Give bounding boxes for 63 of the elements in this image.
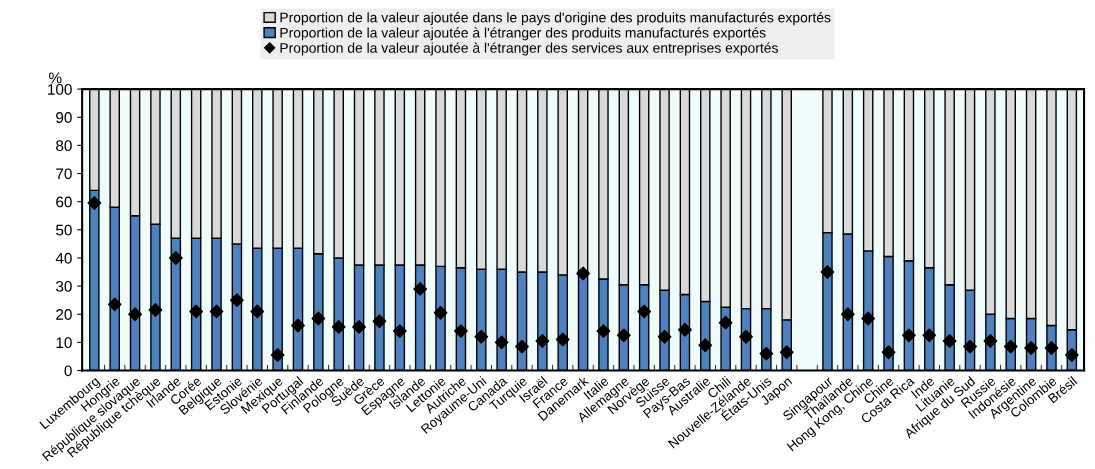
point bbox=[942, 334, 957, 348]
legend-label: Proportion de la valeur ajoutée à l'étranger des services aux entreprises exportés bbox=[280, 42, 778, 56]
point bbox=[637, 304, 652, 319]
point bbox=[698, 338, 713, 353]
point bbox=[311, 311, 326, 326]
point bbox=[474, 329, 489, 344]
point bbox=[922, 328, 937, 343]
y-tick-label: 70 bbox=[56, 168, 72, 180]
point bbox=[881, 345, 896, 360]
point bbox=[1003, 339, 1018, 354]
point bbox=[820, 265, 835, 279]
point bbox=[291, 318, 305, 333]
point bbox=[413, 281, 428, 296]
point bbox=[392, 324, 407, 339]
legend-label: Proportion de la valeur ajoutée dans le pays d'origine des produits manufacturés exportés bbox=[280, 12, 831, 26]
y-tick-label: 60 bbox=[56, 196, 72, 208]
point bbox=[555, 332, 570, 347]
y-tick-label: 20 bbox=[56, 309, 72, 320]
point bbox=[759, 346, 774, 361]
point bbox=[535, 334, 550, 348]
y-tick-label: 50 bbox=[56, 224, 72, 236]
point bbox=[963, 339, 977, 354]
y-tick-label: 80 bbox=[56, 140, 72, 152]
point bbox=[189, 304, 204, 319]
point bbox=[331, 319, 346, 334]
point bbox=[87, 196, 102, 210]
y-tick-label: 90 bbox=[56, 112, 72, 123]
y-tick-label: 0 bbox=[64, 365, 72, 377]
point bbox=[576, 266, 590, 281]
point bbox=[148, 303, 163, 317]
y-tick-label: 100 bbox=[48, 83, 72, 95]
point bbox=[270, 348, 285, 362]
y-axis-title: % bbox=[49, 72, 62, 84]
point bbox=[1024, 341, 1039, 355]
point bbox=[453, 324, 468, 339]
y-tick-label: 30 bbox=[55, 280, 72, 292]
legend-label: Proportion de la valeur ajoutée à l'étranger des produits manufacturés exportés bbox=[280, 27, 766, 41]
point bbox=[983, 334, 998, 348]
point bbox=[1064, 348, 1079, 362]
point bbox=[739, 329, 753, 344]
point bbox=[840, 307, 855, 322]
point bbox=[229, 293, 244, 308]
point bbox=[779, 345, 794, 360]
point bbox=[352, 319, 366, 334]
point bbox=[372, 314, 387, 329]
point bbox=[678, 322, 692, 337]
point bbox=[515, 339, 529, 354]
point bbox=[616, 328, 631, 343]
point bbox=[596, 324, 611, 339]
point bbox=[657, 329, 672, 344]
point bbox=[107, 297, 122, 312]
point bbox=[494, 335, 509, 350]
y-tick-label: 10 bbox=[56, 337, 72, 349]
point bbox=[209, 304, 224, 319]
point bbox=[128, 307, 142, 322]
y-tick-label: 40 bbox=[55, 252, 72, 264]
point bbox=[433, 305, 448, 320]
point bbox=[250, 304, 265, 319]
point bbox=[168, 251, 183, 265]
point bbox=[902, 328, 916, 343]
point bbox=[718, 315, 733, 330]
point bbox=[1044, 341, 1059, 355]
point bbox=[861, 311, 876, 326]
